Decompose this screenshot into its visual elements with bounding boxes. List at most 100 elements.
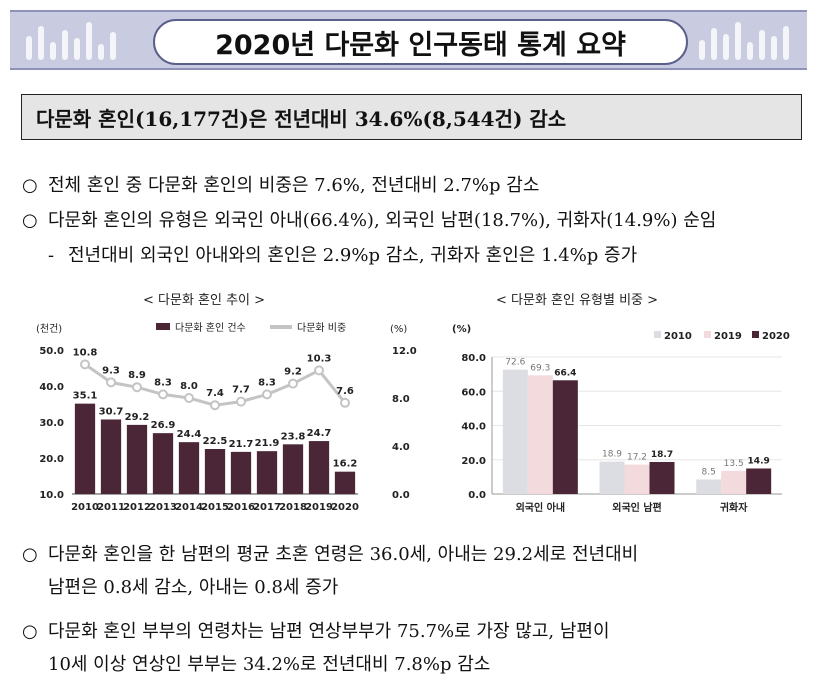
page-title: 2020년 다문화 인구동태 통계 요약 [153,19,688,65]
bar-count-2013 [152,433,174,494]
bar-value-label: 69.3 [530,363,550,373]
bar-value-label: 29.2 [125,412,150,423]
bullet-text: 전체 혼인 중 다문화 혼인의 비중은 7.6%, 전년대비 2.7%p 감소 [48,175,540,196]
line-value-label: 8.3 [154,377,172,388]
y-axis-unit: (천건) [36,323,62,335]
line-point-2013 [158,389,168,400]
bar-2010-1 [599,461,625,494]
bar-value-label: 30.7 [99,406,124,417]
line-point-2017 [262,389,272,400]
bullet-mark: ○ [22,175,38,196]
bar-value-label: 24.7 [307,428,332,439]
bar-2020-1 [649,461,675,494]
bullet-mark: - [48,245,55,266]
line-value-label: 7.4 [206,388,224,399]
bar-2010-2 [696,479,722,494]
x-tick-label: 외국인 아내 [516,501,565,514]
banner: 2020년 다문화 인구동태 통계 요약 [10,10,807,70]
x-tick-label: 2017 [253,502,281,513]
bullet-item: ○ 전체 혼인 중 다문화 혼인의 비중은 7.6%, 전년대비 2.7%p 감소 [22,171,539,197]
line-point-2020 [340,397,350,408]
y-tick-label: 50.0 [39,346,64,357]
line-value-label: 8.9 [128,370,146,381]
line-value-label: 7.6 [336,386,354,397]
legend-label-2019: 2019 [714,331,742,342]
bullet-mark: ○ [22,621,38,642]
bar-2019-1 [624,464,650,494]
bar-value-label: 26.9 [151,420,176,431]
y-tick-label: 20.0 [39,454,64,465]
y2-tick-label: 8.0 [392,394,410,405]
bullet-item: ○ 다문화 혼인을 한 남편의 평균 초혼 연령은 36.0세, 아내는 29.2… [22,540,638,566]
bar-count-2016 [230,451,252,494]
bar-value-label: 72.6 [505,358,525,368]
bullet-item: ○ 다문화 혼인의 유형은 외국인 아내(66.4%), 외국인 남편(18.7%… [22,206,716,232]
bar-value-label: 8.5 [702,467,716,477]
bullet-mark: ○ [22,210,38,231]
legend-swatch-count [156,323,170,330]
x-tick-label: 2010 [71,502,99,513]
bar-count-2018 [282,444,304,494]
line-point-2014 [184,393,194,403]
line-point-2019 [314,365,324,376]
x-tick-label: 2015 [201,502,229,513]
y-tick-label: 10.0 [39,490,64,501]
x-tick-label: 2014 [175,502,203,513]
x-tick-label: 2012 [123,502,151,513]
bar-count-2011 [100,419,122,494]
chart-title-trend: < 다문화 혼인 추이 > [143,293,266,308]
y2-axis-unit: (%) [390,324,407,335]
bar-2019-2 [721,470,747,494]
bar-count-2017 [256,451,278,494]
x-tick-label: 2020 [331,502,359,513]
legend-swatch-2010 [654,331,661,338]
marriage-type-chart: (%) 2010 2019 2020 0.0 20.0 40.0 60.0 80.0 72.6 69… [452,324,790,514]
y2-tick-label: 4.0 [392,442,410,453]
bar-count-2010 [74,403,96,494]
bar-value-label: 17.2 [627,453,647,463]
y2-tick-label: 0.0 [392,490,410,501]
bullet-item-continued: 10세 이상 연상인 부부는 34.2%로 전년대비 7.8%p 감소 [48,650,490,676]
line-point-2012 [132,382,142,393]
bar-value-label: 21.7 [229,439,254,450]
bar-value-label: 35.1 [73,391,98,402]
bar-2020-0 [552,380,578,494]
bar-2019-0 [527,375,553,494]
y-tick-label: 80.0 [461,353,486,364]
line-point-2018 [288,378,298,389]
bar-2020-2 [746,468,772,494]
bar-value-label: 22.5 [203,436,228,447]
bar-count-2020 [334,471,356,494]
legend-label-share: 다문화 비중 [297,322,346,334]
bullet-item: ○ 다문화 혼인 부부의 연령차는 남편 연상부부가 75.7%로 가장 많고, … [22,617,610,643]
line-value-label: 8.3 [258,377,276,388]
line-point-2010 [80,359,90,370]
marriage-trend-chart: (천건) (%) 다문화 혼인 건수 다문화 비중 10.0 20.0 30.0 40.0 50… [36,321,417,513]
line-value-label: 9.2 [284,367,302,378]
bar-2010-0 [502,369,528,494]
y-tick-label: 0.0 [468,490,486,501]
x-tick-label: 2018 [279,502,307,513]
banner-decoration-right [699,20,789,60]
bullet-text: 다문화 혼인 부부의 연령차는 남편 연상부부가 75.7%로 가장 많고, 남… [48,621,610,642]
x-tick-label: 외국인 남편 [612,501,661,514]
line-point-2015 [210,400,220,411]
legend-label-2010: 2010 [664,331,692,342]
bar-value-label: 18.9 [602,450,622,460]
bullet-text: 10세 이상 연상인 부부는 34.2%로 전년대비 7.8%p 감소 [48,654,491,675]
bar-value-label: 66.4 [554,368,576,378]
bar-value-label: 13.5 [724,459,744,469]
bar-value-label: 24.4 [177,429,202,440]
bar-value-label: 23.8 [281,431,306,442]
y-tick-label: 20.0 [461,456,486,467]
y-axis-unit: (%) [452,324,471,335]
x-tick-label: 귀화자 [720,501,748,514]
y2-tick-label: 12.0 [392,346,417,357]
bullet-text: 다문화 혼인의 유형은 외국인 아내(66.4%), 외국인 남편(18.7%)… [48,210,717,231]
bullet-text: 남편은 0.8세 감소, 아내는 0.8세 증가 [48,577,339,598]
bar-value-label: 16.2 [333,459,358,470]
y-tick-label: 40.0 [39,382,64,393]
legend-swatch-2020 [752,331,759,338]
bullet-text: 전년대비 외국인 아내와의 혼인은 2.9%p 감소, 귀화자 혼인은 1.4%… [68,245,638,266]
x-tick-label: 2016 [227,502,255,513]
